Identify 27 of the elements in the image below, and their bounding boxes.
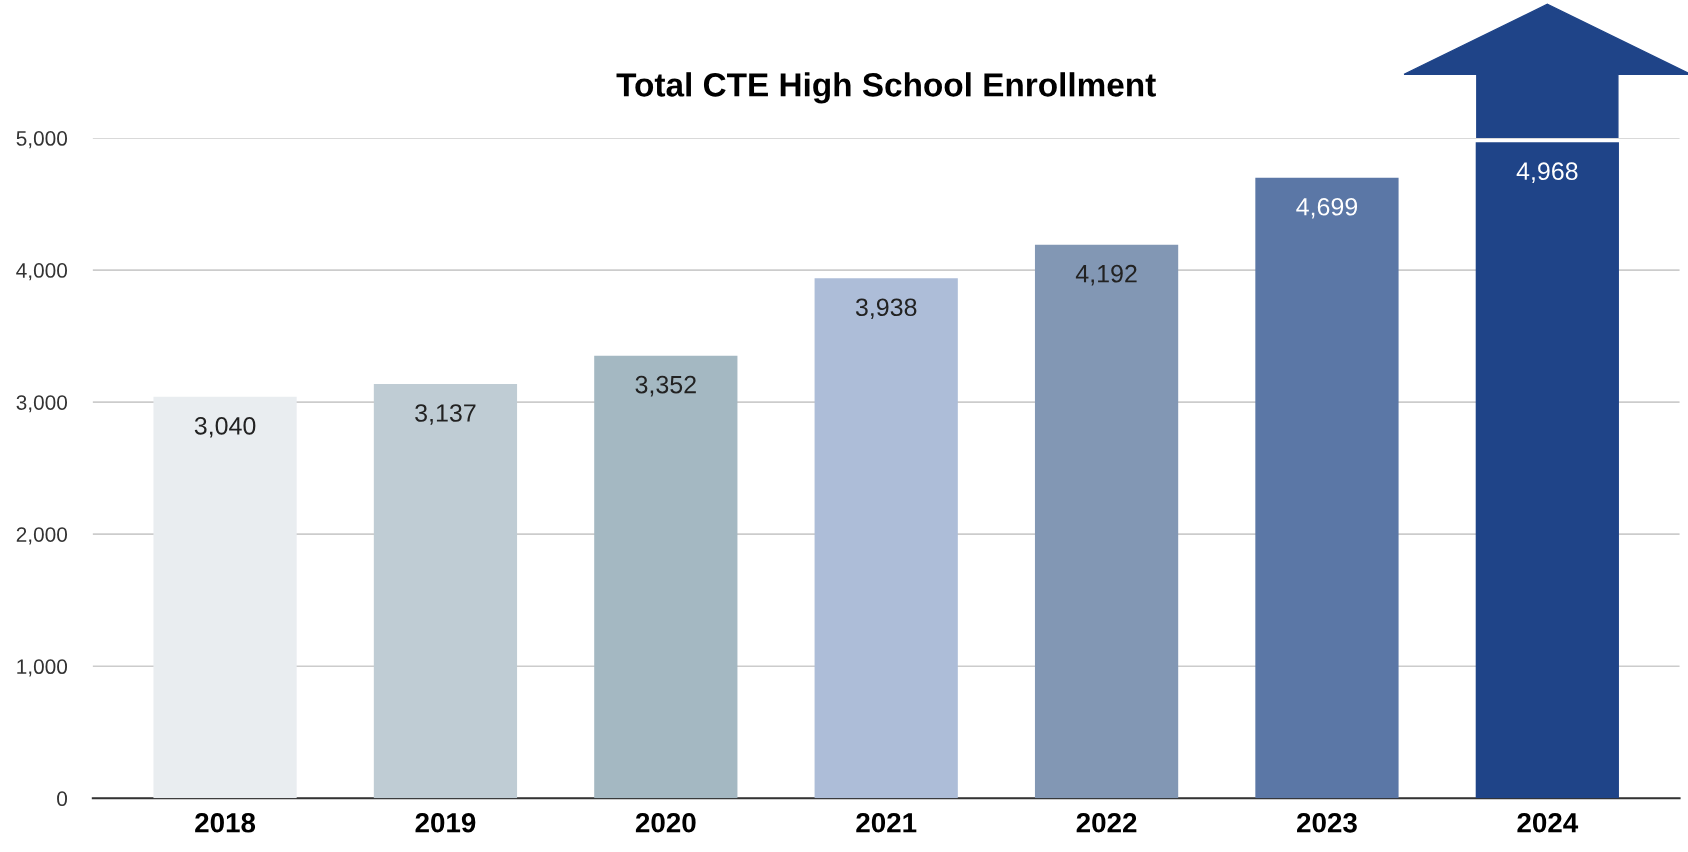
data-label: 4,968	[1516, 162, 1578, 184]
y-tick-label: 4,000	[16, 263, 68, 281]
bar	[1034, 244, 1179, 799]
bar	[594, 355, 738, 799]
y-tick-label: 1,000	[17, 659, 68, 677]
data-label: 3,352	[635, 375, 696, 397]
y-tick-label: 0	[57, 791, 68, 807]
data-label: 3,938	[855, 298, 917, 320]
x-tick-label: 2024	[1517, 812, 1579, 833]
x-tick-label: 2019	[415, 812, 476, 833]
data-label: 3,040	[194, 416, 256, 438]
x-tick-label: 2023	[1297, 812, 1357, 833]
x-tick-label: 2022	[1076, 812, 1137, 833]
chart-title: Total CTE High School Enrollment	[616, 72, 1156, 104]
y-tick-label: 5,000	[16, 131, 68, 149]
x-tick-label: 2021	[856, 812, 917, 833]
x-tick-label: 2020	[635, 812, 696, 833]
bar	[814, 278, 958, 799]
y-tick-label: 3,000	[16, 395, 68, 413]
bar	[1255, 177, 1399, 799]
x-tick-label: 2018	[195, 812, 256, 833]
bar	[153, 396, 297, 799]
data-label: 4,699	[1296, 197, 1358, 219]
data-label: 3,137	[415, 404, 476, 425]
bar	[373, 384, 518, 799]
data-label: 4,192	[1075, 264, 1137, 286]
y-tick-label: 2,000	[16, 527, 68, 545]
